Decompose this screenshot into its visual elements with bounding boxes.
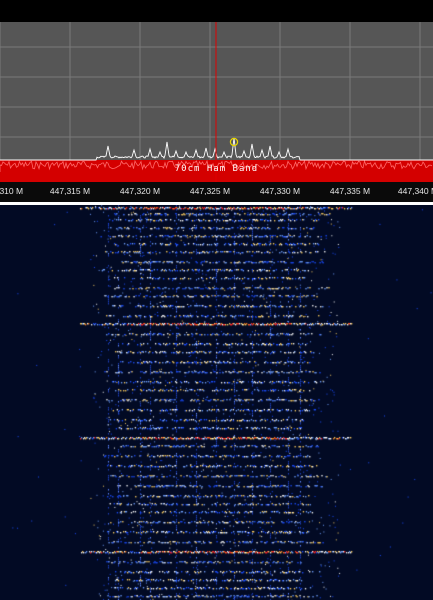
freq-label: 447,325 M	[189, 186, 231, 196]
freq-label: 447,335 M	[329, 186, 371, 196]
waterfall-display[interactable]	[0, 205, 433, 600]
noise-floor	[0, 159, 433, 172]
peak-marker[interactable]	[229, 137, 239, 147]
frequency-axis: 447,310 M 447,315 M 447,320 M 447,325 M …	[0, 182, 433, 202]
panel-divider	[0, 202, 433, 205]
freq-label: 447,315 M	[49, 186, 91, 196]
top-strip	[0, 0, 433, 22]
spectrum-panel[interactable]: 70cm Ham Band	[0, 22, 433, 182]
freq-label: 447,310 M	[0, 186, 24, 196]
spectrum-plot[interactable]	[0, 22, 433, 182]
freq-label: 447,330 M	[259, 186, 301, 196]
freq-label: 447,320 M	[119, 186, 161, 196]
freq-label: 447,340 M	[397, 186, 433, 196]
